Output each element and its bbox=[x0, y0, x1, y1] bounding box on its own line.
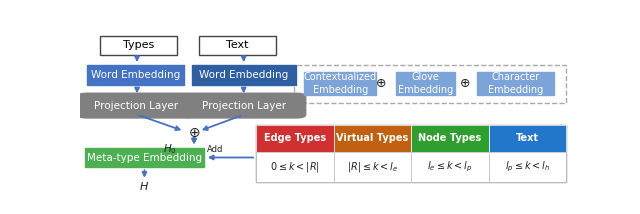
FancyBboxPatch shape bbox=[396, 72, 456, 95]
Text: Node Types: Node Types bbox=[418, 133, 481, 143]
Bar bbox=[411, 125, 488, 152]
Text: Text: Text bbox=[516, 133, 539, 143]
FancyBboxPatch shape bbox=[88, 65, 184, 85]
FancyBboxPatch shape bbox=[100, 36, 177, 55]
Text: Projection Layer: Projection Layer bbox=[202, 101, 285, 111]
Text: Text: Text bbox=[226, 40, 249, 51]
Text: Glove
Embedding: Glove Embedding bbox=[398, 72, 453, 95]
Bar bbox=[256, 125, 566, 182]
FancyBboxPatch shape bbox=[85, 148, 204, 167]
Text: $l_e \leq k < l_p$: $l_e \leq k < l_p$ bbox=[427, 160, 472, 174]
Bar bbox=[256, 152, 333, 182]
FancyBboxPatch shape bbox=[77, 93, 194, 118]
Bar bbox=[411, 152, 488, 182]
Text: $H_0$: $H_0$ bbox=[163, 143, 177, 156]
Text: Word Embedding: Word Embedding bbox=[199, 70, 288, 80]
Text: Add: Add bbox=[207, 145, 223, 154]
Bar bbox=[333, 152, 411, 182]
FancyBboxPatch shape bbox=[304, 72, 376, 95]
Text: $|R| \leq k < l_e$: $|R| \leq k < l_e$ bbox=[347, 160, 398, 174]
Text: $\oplus$: $\oplus$ bbox=[188, 126, 200, 140]
FancyBboxPatch shape bbox=[182, 93, 306, 118]
Text: Word Embedding: Word Embedding bbox=[91, 70, 180, 80]
Bar bbox=[488, 152, 566, 182]
Text: $\oplus$: $\oplus$ bbox=[376, 77, 387, 90]
FancyBboxPatch shape bbox=[477, 72, 554, 95]
Bar bbox=[488, 125, 566, 152]
FancyBboxPatch shape bbox=[191, 65, 296, 85]
Bar bbox=[256, 125, 333, 152]
Text: Contextualized
Embedding: Contextualized Embedding bbox=[303, 72, 377, 95]
Text: Types: Types bbox=[123, 40, 154, 51]
Text: Meta-type Embedding: Meta-type Embedding bbox=[87, 153, 202, 162]
FancyBboxPatch shape bbox=[199, 36, 276, 55]
Text: $l_p \leq k < l_h$: $l_p \leq k < l_h$ bbox=[504, 160, 550, 174]
Text: Character
Embedding: Character Embedding bbox=[488, 72, 543, 95]
Bar bbox=[333, 125, 411, 152]
Text: Edge Types: Edge Types bbox=[264, 133, 326, 143]
Text: Virtual Types: Virtual Types bbox=[336, 133, 408, 143]
Text: $H$: $H$ bbox=[140, 180, 150, 192]
Text: Projection Layer: Projection Layer bbox=[93, 101, 178, 111]
Text: $0 \leq k < |R|$: $0 \leq k < |R|$ bbox=[270, 160, 320, 174]
Text: $\oplus$: $\oplus$ bbox=[459, 77, 470, 90]
